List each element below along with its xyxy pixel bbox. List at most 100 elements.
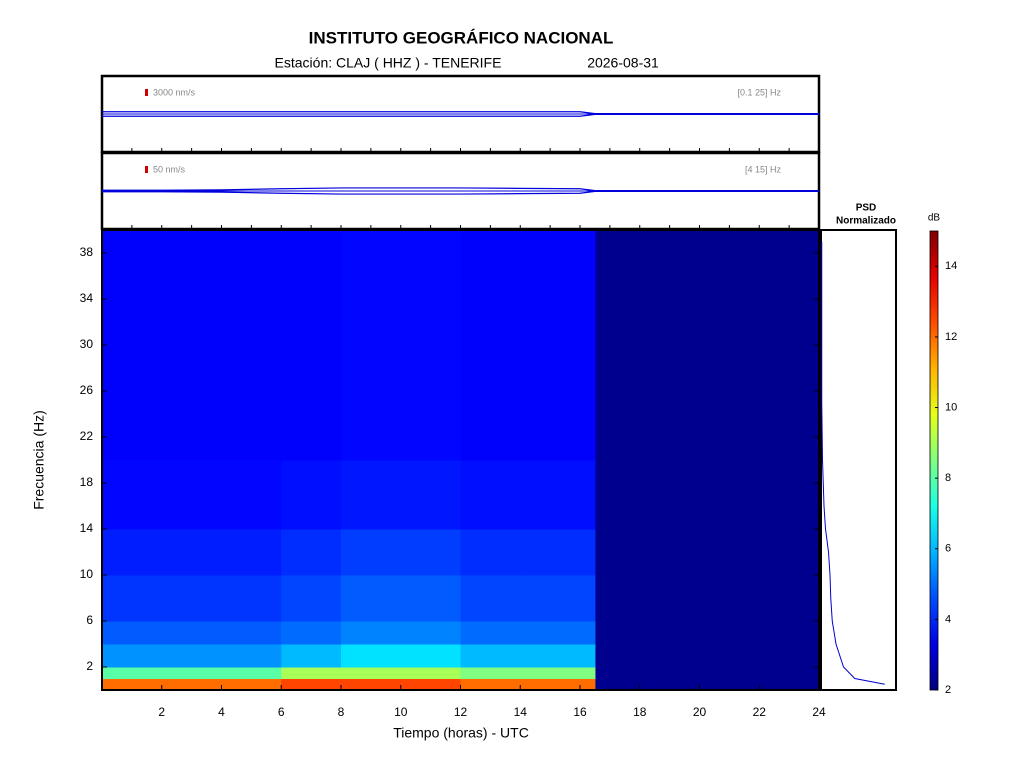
colorbar-tick-label: 6 bbox=[945, 543, 951, 555]
trace-envelope bbox=[102, 187, 819, 192]
y-tick-label: 22 bbox=[80, 429, 94, 443]
spectrogram-cell bbox=[460, 644, 521, 668]
colorbar-tick-label: 12 bbox=[945, 331, 957, 343]
scale-marker bbox=[145, 166, 148, 173]
x-tick-label: 8 bbox=[338, 705, 345, 719]
spectrogram-cell bbox=[400, 667, 461, 679]
colorbar-label: dB bbox=[928, 213, 941, 224]
colorbar-tick-label: 2 bbox=[945, 684, 951, 696]
spectrogram-cell bbox=[281, 345, 342, 461]
colorbar-tick-label: 8 bbox=[945, 472, 951, 484]
spectrogram-cell bbox=[400, 230, 461, 346]
spectrogram-cell bbox=[520, 345, 596, 461]
spectrogram-cell bbox=[460, 345, 521, 461]
spectrogram-cell bbox=[161, 575, 222, 622]
subtitle: Estación: CLAJ ( HHZ ) - TENERIFE bbox=[275, 55, 502, 71]
spectrogram-cell bbox=[460, 621, 521, 645]
spectrogram-cell bbox=[520, 644, 596, 668]
spectrogram-cell bbox=[102, 460, 163, 530]
x-axis-label: Tiempo (horas) - UTC bbox=[393, 725, 529, 741]
spectrogram-cell bbox=[341, 529, 402, 576]
x-tick-label: 18 bbox=[633, 705, 647, 719]
spectrogram-cell bbox=[400, 460, 461, 530]
chart-title: INSTITUTO GEOGRÁFICO NACIONAL bbox=[309, 28, 614, 47]
spectrogram-cell bbox=[102, 644, 163, 668]
spectrogram-cell bbox=[520, 460, 596, 530]
spectrogram-cell bbox=[520, 667, 596, 679]
colorbar-tick-label: 4 bbox=[945, 613, 951, 625]
y-tick-label: 30 bbox=[80, 337, 94, 351]
psd-subtitle: Normalizado bbox=[836, 216, 896, 227]
spectrogram-cell bbox=[281, 621, 342, 645]
spectrogram-cell bbox=[221, 345, 282, 461]
y-tick-label: 14 bbox=[80, 521, 94, 535]
x-tick-label: 12 bbox=[454, 705, 468, 719]
spectrogram-cell bbox=[281, 644, 342, 668]
psd-line bbox=[821, 241, 885, 685]
spectrogram-cell bbox=[520, 230, 596, 346]
spectrogram-cell bbox=[400, 575, 461, 622]
spectrogram-cell bbox=[341, 621, 402, 645]
y-tick-label: 6 bbox=[86, 613, 93, 627]
spectrogram-cell bbox=[400, 621, 461, 645]
spectrogram-cell bbox=[520, 529, 596, 576]
colorbar-tick-label: 14 bbox=[945, 260, 957, 272]
spectrogram-cell bbox=[400, 345, 461, 461]
x-tick-label: 20 bbox=[693, 705, 707, 719]
spectrogram-cell bbox=[400, 678, 461, 691]
x-tick-label: 10 bbox=[394, 705, 408, 719]
y-axis-label: Frecuencia (Hz) bbox=[31, 410, 47, 510]
psd-title: PSD bbox=[856, 203, 877, 214]
spectrogram-cell bbox=[281, 230, 342, 346]
spectrogram-cell bbox=[281, 678, 342, 691]
trace-envelope bbox=[102, 190, 819, 195]
spectrogram-cell bbox=[102, 529, 163, 576]
spectrogram-cell bbox=[520, 575, 596, 622]
x-tick-label: 2 bbox=[158, 705, 165, 719]
band-label: [0.1 25] Hz bbox=[737, 87, 781, 97]
spectrogram-cell bbox=[400, 529, 461, 576]
spectrogram-cell bbox=[161, 644, 222, 668]
x-tick-label: 24 bbox=[812, 705, 826, 719]
x-tick-label: 4 bbox=[218, 705, 225, 719]
scale-marker bbox=[145, 89, 148, 96]
psd-frame bbox=[820, 229, 897, 691]
scale-label: 3000 nm/s bbox=[153, 87, 196, 97]
spectrogram-cell bbox=[221, 230, 282, 346]
spectrogram-cell bbox=[520, 678, 596, 691]
spectrogram-cell bbox=[400, 644, 461, 668]
spectrogram-cell bbox=[221, 575, 282, 622]
date: 2026-08-31 bbox=[587, 55, 659, 71]
spectrogram-cell bbox=[221, 678, 282, 691]
spectrogram-cell bbox=[341, 345, 402, 461]
spectrogram-cell bbox=[281, 667, 342, 679]
x-tick-label: 14 bbox=[514, 705, 528, 719]
spectrogram-cell bbox=[281, 529, 342, 576]
spectrogram-cell bbox=[520, 621, 596, 645]
band-label: [4 15] Hz bbox=[745, 164, 782, 174]
spectrogram-cell bbox=[102, 230, 163, 346]
spectrogram-cell bbox=[221, 644, 282, 668]
x-tick-label: 16 bbox=[573, 705, 587, 719]
spectrogram-cell bbox=[341, 575, 402, 622]
y-tick-label: 2 bbox=[86, 659, 93, 673]
spectrogram-cell bbox=[221, 529, 282, 576]
colorbar-tick-label: 10 bbox=[945, 401, 957, 413]
spectrogram-cell bbox=[341, 667, 402, 679]
spectrogram-cell bbox=[102, 345, 163, 461]
x-tick-label: 6 bbox=[278, 705, 285, 719]
spectrogram-cell bbox=[460, 230, 521, 346]
scale-label: 50 nm/s bbox=[153, 164, 186, 174]
spectrogram-cell bbox=[161, 678, 222, 691]
spectrogram-cell bbox=[460, 678, 521, 691]
spectrogram-cell bbox=[221, 460, 282, 530]
spectrogram-cell bbox=[161, 667, 222, 679]
spectrogram-cell bbox=[102, 621, 163, 645]
spectrogram-cell bbox=[221, 667, 282, 679]
spectrogram-cell bbox=[161, 529, 222, 576]
y-tick-label: 10 bbox=[80, 567, 94, 581]
spectrogram-cell bbox=[161, 621, 222, 645]
spectrogram-cell bbox=[221, 621, 282, 645]
spectrogram-cell bbox=[460, 460, 521, 530]
